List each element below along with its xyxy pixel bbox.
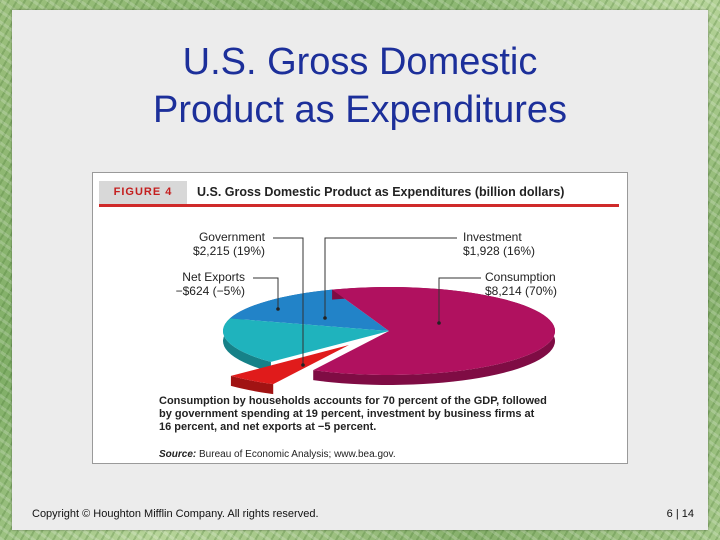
pie-slice-side-government [222,318,271,372]
pie-slice-consumption [313,287,555,375]
label-consumption-name: Consumption [485,270,556,284]
leader-line-net-exports-dot [276,307,280,311]
label-investment-value: $1,928 [463,244,500,258]
label-net-exports-percent: (−5%) [212,284,245,298]
pie-slice-investment [229,289,389,331]
figure-caption: Consumption by households accounts for 7… [159,395,547,433]
label-investment-name: Investment [463,230,522,244]
label-net-exports: Net Exports −$624 (−5%) [165,270,245,298]
slide: U.S. Gross Domestic Product as Expenditu… [12,10,708,530]
label-consumption-value: $8,214 [485,284,522,298]
page-number: 6 | 14 [666,508,694,520]
label-investment-percent: (16%) [503,244,536,258]
slide-title: U.S. Gross Domestic Product as Expenditu… [12,38,708,134]
figure-label: FIGURE 4 [99,181,187,204]
leader-line-investment-dot [323,316,327,320]
label-government: Government $2,215 (19%) [185,230,265,258]
copyright-notice: Copyright © Houghton Mifflin Company. Al… [32,508,319,520]
leader-line-government-dot [301,363,305,367]
pie-slice-net-exports [230,345,349,385]
leader-line-investment [324,237,457,318]
chart-title: U.S. Gross Domestic Product as Expenditu… [197,185,565,199]
pie-chart [222,237,555,395]
pie-slice-government [223,318,389,362]
label-net-exports-value: −$624 [175,284,210,298]
pie-slice-side-net-exports [230,375,274,395]
leader-line-consumption-dot [437,321,441,325]
figure-header: FIGURE 4 U.S. Gross Domestic Product as … [99,181,619,207]
slide-title-line-1: U.S. Gross Domestic [182,41,538,83]
label-net-exports-name: Net Exports [182,270,245,284]
pie-slice-side-consumption [313,287,555,385]
label-investment: Investment $1,928 (16%) [463,230,535,258]
source-text: Bureau of Economic Analysis; www.bea.gov… [199,449,396,460]
label-consumption: Consumption $8,214 (70%) [485,270,557,298]
label-government-name: Government [198,230,265,244]
figure-panel: FIGURE 4 U.S. Gross Domestic Product as … [92,172,628,464]
slide-title-line-2: Product as Expenditures [152,89,567,131]
source-label: Source: [159,449,197,460]
figure-source: Source: Bureau of Economic Analysis; www… [159,449,396,460]
leader-line-net-exports [253,277,279,309]
label-government-percent: (19%) [232,244,265,258]
leader-line-consumption [438,277,481,323]
leader-line-government [273,237,304,365]
label-consumption-percent: (70%) [525,284,558,298]
label-government-value: $2,215 [192,244,230,258]
